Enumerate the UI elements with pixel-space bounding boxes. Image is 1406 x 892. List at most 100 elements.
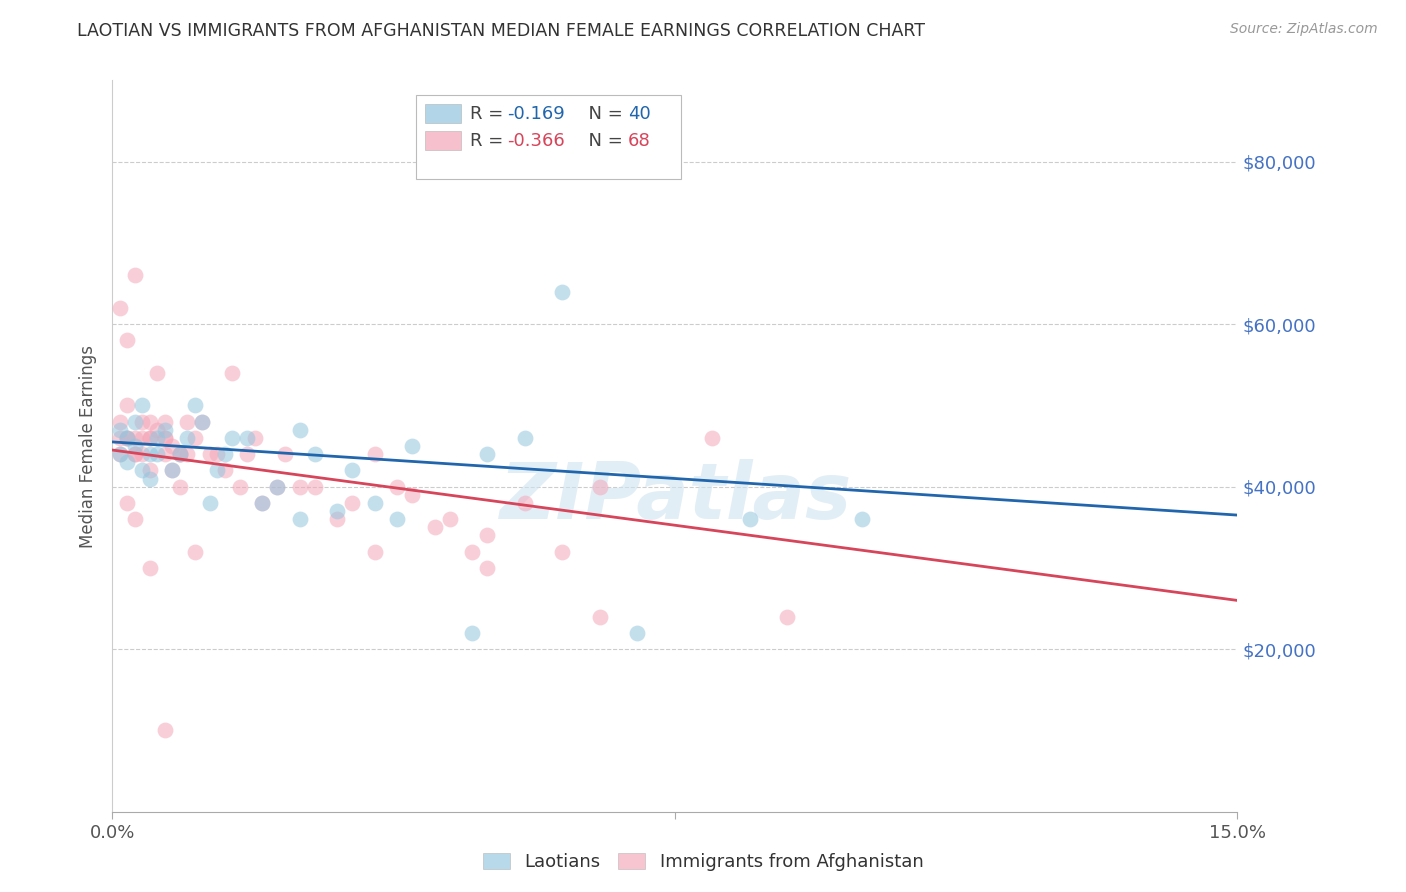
Point — [108, 447, 131, 461]
Point — [229, 480, 252, 494]
Point — [221, 431, 243, 445]
Point — [124, 447, 146, 461]
Point — [274, 447, 297, 461]
Point — [551, 544, 574, 558]
Point — [266, 480, 288, 494]
Text: ZIPatlas: ZIPatlas — [499, 459, 851, 535]
Text: N =: N = — [576, 132, 628, 150]
FancyBboxPatch shape — [416, 95, 681, 179]
Point — [139, 471, 162, 485]
Point — [439, 512, 461, 526]
Point — [304, 480, 326, 494]
Point — [387, 480, 409, 494]
Point — [252, 496, 274, 510]
Point — [326, 504, 349, 518]
Point — [236, 431, 259, 445]
Point — [169, 480, 191, 494]
Point — [162, 439, 184, 453]
Point — [131, 398, 153, 412]
Point — [738, 512, 761, 526]
Point — [124, 439, 146, 453]
Point — [124, 431, 146, 445]
Point — [589, 609, 612, 624]
FancyBboxPatch shape — [425, 104, 461, 123]
Point — [364, 447, 387, 461]
Point — [108, 431, 131, 445]
Point — [461, 544, 484, 558]
Point — [169, 447, 191, 461]
Point — [776, 609, 799, 624]
Text: R =: R = — [470, 105, 509, 123]
Text: 68: 68 — [627, 132, 651, 150]
Point — [124, 268, 146, 283]
Point — [176, 431, 198, 445]
Point — [139, 447, 162, 461]
Point — [117, 496, 139, 510]
Point — [153, 723, 176, 738]
Point — [214, 447, 236, 461]
Point — [184, 431, 207, 445]
Point — [139, 561, 162, 575]
Text: R =: R = — [470, 132, 509, 150]
Point — [117, 431, 139, 445]
Point — [139, 415, 162, 429]
Point — [243, 431, 266, 445]
Text: 40: 40 — [627, 105, 651, 123]
Point — [252, 496, 274, 510]
Text: -0.366: -0.366 — [508, 132, 565, 150]
Point — [626, 626, 648, 640]
Point — [169, 447, 191, 461]
Point — [146, 366, 169, 380]
Point — [108, 423, 131, 437]
Point — [851, 512, 873, 526]
Legend: Laotians, Immigrants from Afghanistan: Laotians, Immigrants from Afghanistan — [475, 846, 931, 879]
Point — [146, 431, 169, 445]
Point — [207, 447, 229, 461]
Point — [304, 447, 326, 461]
Point — [288, 423, 311, 437]
Point — [131, 447, 153, 461]
Point — [117, 398, 139, 412]
Point — [108, 301, 131, 315]
Point — [162, 463, 184, 477]
Point — [108, 415, 131, 429]
Point — [153, 415, 176, 429]
Point — [139, 431, 162, 445]
Point — [139, 463, 162, 477]
Point — [364, 496, 387, 510]
Point — [184, 398, 207, 412]
Point — [207, 463, 229, 477]
Point — [288, 480, 311, 494]
Point — [153, 431, 176, 445]
Point — [551, 285, 574, 299]
Point — [108, 447, 131, 461]
Point — [176, 447, 198, 461]
Point — [326, 512, 349, 526]
Point — [124, 512, 146, 526]
Text: N =: N = — [576, 105, 628, 123]
Point — [401, 439, 423, 453]
Point — [214, 463, 236, 477]
Point — [477, 528, 499, 542]
Text: LAOTIAN VS IMMIGRANTS FROM AFGHANISTAN MEDIAN FEMALE EARNINGS CORRELATION CHART: LAOTIAN VS IMMIGRANTS FROM AFGHANISTAN M… — [77, 22, 925, 40]
Point — [162, 463, 184, 477]
Point — [131, 463, 153, 477]
Point — [288, 512, 311, 526]
Point — [184, 544, 207, 558]
Point — [589, 480, 612, 494]
FancyBboxPatch shape — [425, 131, 461, 150]
Point — [169, 447, 191, 461]
Point — [124, 415, 146, 429]
Point — [401, 488, 423, 502]
Point — [266, 480, 288, 494]
Point — [342, 463, 364, 477]
Point — [423, 520, 446, 534]
Point — [198, 447, 221, 461]
Point — [131, 415, 153, 429]
Point — [461, 626, 484, 640]
Point — [146, 423, 169, 437]
Point — [221, 366, 243, 380]
Point — [513, 496, 536, 510]
Point — [513, 431, 536, 445]
Point — [117, 455, 139, 469]
